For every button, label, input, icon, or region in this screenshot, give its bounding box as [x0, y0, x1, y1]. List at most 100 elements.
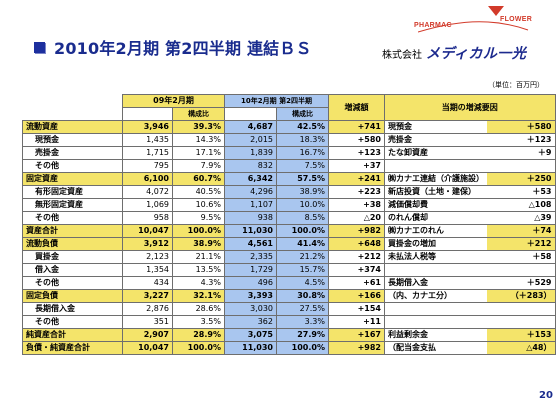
prev-ratio: 14.3% [172, 133, 225, 147]
curr-value: 11,030 [224, 224, 277, 238]
curr-ratio: 100.0% [276, 341, 329, 355]
curr-ratio: 27.9% [276, 328, 329, 342]
curr-ratio: 10.0% [276, 198, 329, 212]
header-prev-blank [122, 107, 173, 121]
curr-value: 1,839 [224, 146, 277, 160]
change-value: +982 [328, 224, 385, 238]
page-title: 2010年2月期 第2四半期 連結ＢＳ [54, 39, 312, 58]
row-label: 固定資産 [22, 172, 123, 186]
row-label: 流動負債 [22, 237, 123, 251]
curr-ratio: 4.5% [276, 276, 329, 290]
reason-value: ＋580 [487, 120, 556, 134]
unit-label: （単位：百万円） [488, 81, 544, 89]
table-row: 純資産合計 2,907 28.9% 3,075 27.9% +167 利益剰余金 ＋153 [22, 328, 556, 342]
row-label: その他 [22, 276, 123, 290]
reason-label: たな卸資産 [384, 146, 487, 160]
prev-ratio: 3.5% [172, 315, 225, 329]
table-row: 買掛金 2,123 21.1% 2,335 21.2% +212 未払法人税等 ＋58 [22, 250, 556, 264]
reason-label: （内、カナエ分） [384, 289, 487, 303]
header-prev-ratio: 構成比 [172, 107, 225, 121]
reason-label: のれん償却 [384, 211, 487, 225]
row-label: その他 [22, 159, 123, 173]
prev-ratio: 10.6% [172, 198, 225, 212]
table-row: 負債・純資産合計 10,047 100.0% 11,030 100.0% +982 （配当金… [22, 341, 556, 355]
curr-value: 6,342 [224, 172, 277, 186]
table-row: 流動負債 3,912 38.9% 4,561 41.4% +648 買掛金の増加 ＋212 [22, 237, 556, 251]
table-row: 長期借入金 2,876 28.6% 3,030 27.5% +154 [22, 302, 556, 316]
prev-ratio: 28.9% [172, 328, 225, 342]
table-row: 固定資産 6,100 60.7% 6,342 57.5% +241 ㈱カナエ連結（介護施設）… [22, 172, 556, 186]
prev-value: 6,100 [122, 172, 173, 186]
prev-value: 958 [122, 211, 173, 225]
table-row: その他 958 9.5% 938 8.5% △20 のれん償却 △39 [22, 211, 556, 225]
row-label: 負債・純資産合計 [22, 341, 123, 355]
row-label: 無形固定資産 [22, 198, 123, 212]
prev-ratio: 32.1% [172, 289, 225, 303]
table-row: 借入金 1,354 13.5% 1,729 15.7% +374 [22, 263, 556, 277]
reason-label: （配当金支払 [384, 341, 487, 355]
header-corner [22, 94, 123, 121]
reason-value [487, 302, 556, 316]
row-label: 売掛金 [22, 146, 123, 160]
header-prev-period: 09年2月期 [122, 94, 225, 108]
table-header-row-2: 構成比 構成比 [23, 107, 556, 121]
curr-value: 496 [224, 276, 277, 290]
change-value: +741 [328, 120, 385, 134]
row-label: 有形固定資産 [22, 185, 123, 199]
table-row: 売掛金 1,715 17.1% 1,839 16.7% +123 たな卸資産 ＋9 [22, 146, 556, 160]
row-label: 借入金 [22, 263, 123, 277]
curr-ratio: 18.3% [276, 133, 329, 147]
prev-value: 3,912 [122, 237, 173, 251]
row-label: 固定負債 [22, 289, 123, 303]
reason-label: ㈱カナエのれん [384, 224, 487, 238]
table-header-row-1: 09年2月期 10年2月期 第2四半期 増減額 当期の増減要因 [22, 94, 556, 121]
table-row: その他 351 3.5% 362 3.3% +11 [22, 315, 556, 329]
prev-ratio: 4.3% [172, 276, 225, 290]
reason-value: ＋212 [487, 237, 556, 251]
reason-value: ＋9 [487, 146, 556, 160]
curr-value: 832 [224, 159, 277, 173]
prev-ratio: 39.3% [172, 120, 225, 134]
prev-ratio: 21.1% [172, 250, 225, 264]
curr-ratio: 7.5% [276, 159, 329, 173]
prev-value: 1,069 [122, 198, 173, 212]
reason-value: ＋529 [487, 276, 556, 290]
row-label: 流動資産 [22, 120, 123, 134]
curr-value: 2,015 [224, 133, 277, 147]
change-value: +648 [328, 237, 385, 251]
reason-label: 現預金 [384, 120, 487, 134]
reason-value: ＋153 [487, 328, 556, 342]
header-curr-blank [224, 107, 277, 121]
curr-ratio: 30.8% [276, 289, 329, 303]
change-value: +11 [328, 315, 385, 329]
prev-ratio: 100.0% [172, 341, 225, 355]
change-value: △20 [328, 211, 385, 225]
reason-label [384, 159, 487, 173]
curr-ratio: 27.5% [276, 302, 329, 316]
table-row: 現預金 1,435 14.3% 2,015 18.3% +580 売掛金 ＋123 [22, 133, 556, 147]
change-value: +212 [328, 250, 385, 264]
prev-ratio: 38.9% [172, 237, 225, 251]
header-curr-period: 10年2月期 第2四半期 [224, 94, 329, 108]
table-row: 有形固定資産 4,072 40.5% 4,296 38.9% +223 新店投資（土地・建保… [22, 185, 556, 199]
curr-ratio: 15.7% [276, 263, 329, 277]
curr-ratio: 3.3% [276, 315, 329, 329]
table-row: その他 434 4.3% 496 4.5% +61 長期借入金 ＋529 [22, 276, 556, 290]
change-value: +223 [328, 185, 385, 199]
curr-ratio: 100.0% [276, 224, 329, 238]
reason-label [384, 315, 487, 329]
table-row: その他 795 7.9% 832 7.5% +37 [22, 159, 556, 173]
prev-ratio: 17.1% [172, 146, 225, 160]
prev-value: 10,047 [122, 224, 173, 238]
prev-ratio: 100.0% [172, 224, 225, 238]
curr-value: 362 [224, 315, 277, 329]
reason-label: 利益剰余金 [384, 328, 487, 342]
curr-value: 11,030 [224, 341, 277, 355]
prev-value: 10,047 [122, 341, 173, 355]
row-label: その他 [22, 315, 123, 329]
change-value: +982 [328, 341, 385, 355]
prev-ratio: 7.9% [172, 159, 225, 173]
table-row: 資産合計 10,047 100.0% 11,030 100.0% +982 ㈱カナエのれん＋… [22, 224, 556, 238]
title-bullet-icon [34, 42, 45, 53]
reason-label: 長期借入金 [384, 276, 487, 290]
